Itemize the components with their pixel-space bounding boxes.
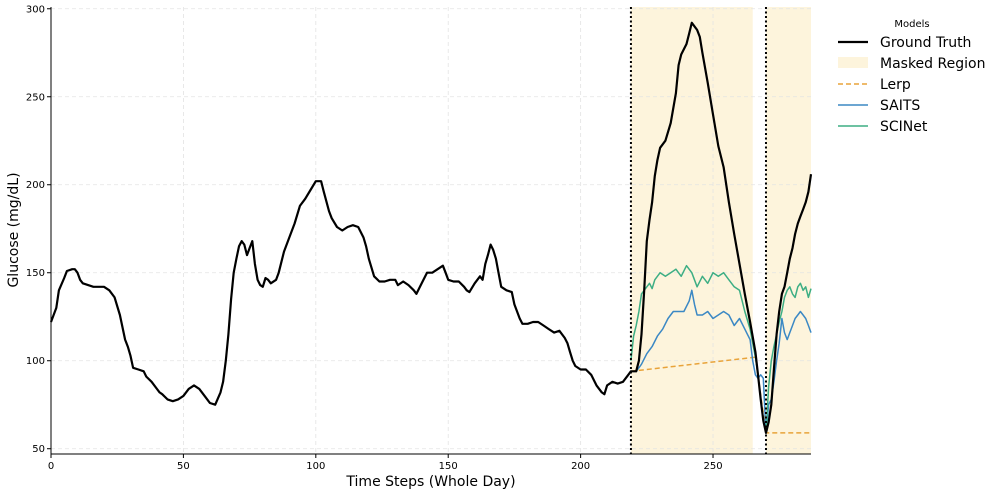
y-tick-label: 50 <box>32 444 45 455</box>
x-axis-label: Time Steps (Whole Day) <box>345 474 515 490</box>
legend: Models Ground Truth Masked Region Lerp SAIT… <box>838 19 985 135</box>
legend-swatch-masked-region <box>838 57 868 68</box>
y-tick-label: 250 <box>26 92 45 103</box>
x-tick-label: 100 <box>306 461 325 472</box>
series-scinet <box>630 264 812 434</box>
series-saits <box>630 289 812 434</box>
legend-label-scinet: SCINet <box>880 119 928 135</box>
legend-label-saits: SAITS <box>880 98 920 114</box>
masked-regions-layer <box>630 7 811 454</box>
y-tick-label: 150 <box>26 268 45 279</box>
legend-label-masked-region: Masked Region <box>880 56 985 72</box>
y-tick-label: 300 <box>26 4 45 15</box>
axes-layer <box>50 7 811 455</box>
masked-region-0 <box>630 7 753 454</box>
y-axis-label: Glucose (mg/dL) <box>6 172 22 287</box>
legend-label-lerp: Lerp <box>880 77 911 93</box>
series-layer <box>49 21 813 434</box>
x-tick-label: 50 <box>177 461 190 472</box>
legend-title: Models <box>894 19 929 30</box>
x-tick-label: 200 <box>571 461 590 472</box>
series-ground-truth <box>49 21 813 434</box>
y-tick-label: 100 <box>26 356 45 367</box>
x-tick-label: 150 <box>439 461 458 472</box>
x-tick-label: 250 <box>703 461 722 472</box>
legend-label-ground-truth: Ground Truth <box>880 35 971 51</box>
x-tick-label: 0 <box>48 461 54 472</box>
y-tick-label: 200 <box>26 180 45 191</box>
